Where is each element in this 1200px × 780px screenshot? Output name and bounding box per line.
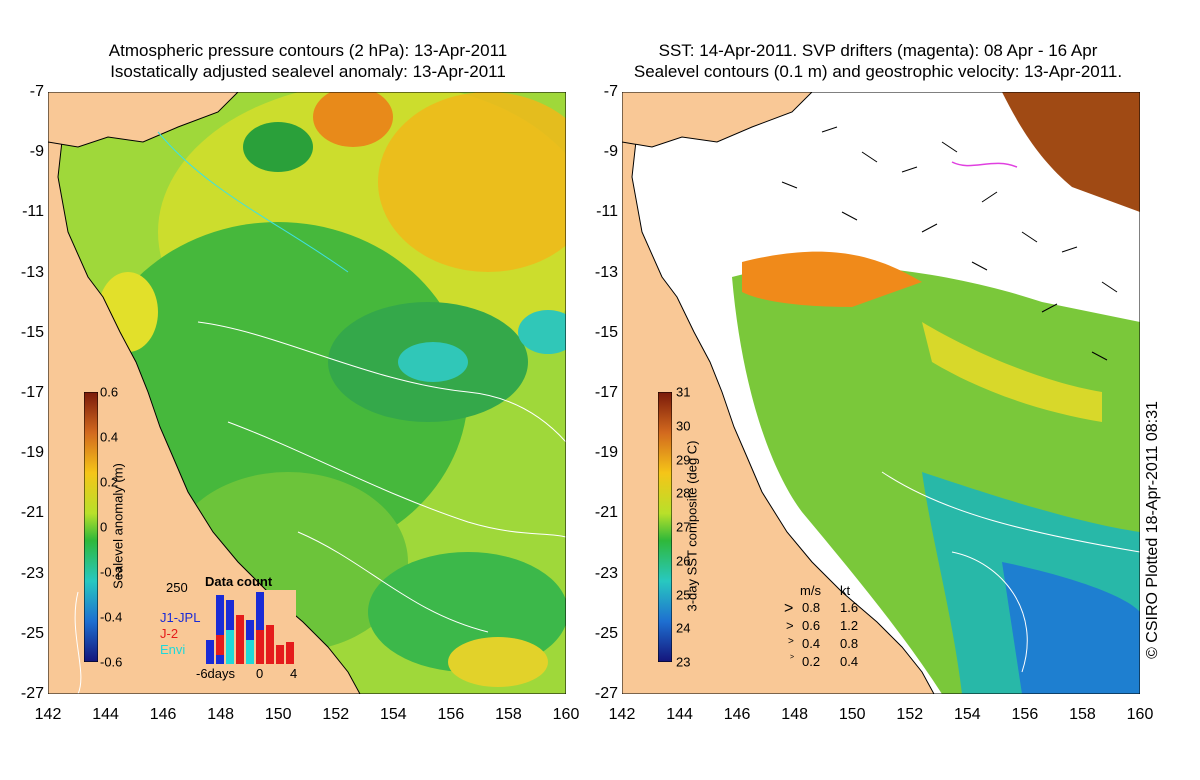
lon-tick-label: 144 — [666, 706, 693, 723]
left-land-australia — [48, 92, 361, 694]
data-count-xtick-2: 4 — [290, 666, 298, 681]
velocity-legend-arrow-icon: > — [790, 654, 795, 661]
lon-tick-label: 152 — [896, 706, 924, 723]
lon-tick-label: 160 — [1126, 706, 1154, 723]
velocity-legend-arrow-icon: > — [786, 618, 794, 633]
lat-tick-label: -19 — [20, 444, 44, 462]
right-colorbar — [658, 392, 672, 662]
lon-tick-label: 150 — [838, 706, 866, 723]
lon-tick-label: 148 — [207, 706, 235, 723]
lon-tick-label: 144 — [92, 706, 119, 723]
colorbar-tick-label: 29 — [676, 452, 691, 467]
lon-tick-label: 142 — [608, 706, 636, 723]
lon-tick-label: 142 — [34, 706, 62, 723]
left-title-line2: Isostatically adjusted sealevel anomaly:… — [110, 62, 506, 81]
lon-tick-label: 146 — [723, 706, 751, 723]
lon-tick-label: 156 — [1011, 706, 1039, 723]
colorbar-tick-label: -0.4 — [100, 609, 123, 625]
lat-tick-label: -15 — [594, 323, 618, 341]
lat-tick-label: -21 — [594, 504, 618, 522]
lat-tick-label: -21 — [20, 504, 44, 522]
velocity-legend-kt: 1.2 — [840, 618, 859, 633]
lon-tick-label: 154 — [379, 706, 407, 723]
velocity-legend-ms: 0.2 — [802, 654, 821, 669]
colorbar-tick-label: 27 — [676, 519, 691, 535]
lat-tick-label: -23 — [20, 564, 44, 582]
right-colorbar-label: 3-day SST composite (deg C) — [684, 440, 700, 612]
data-count-ymax: 250 — [166, 580, 188, 595]
lat-tick-label: -25 — [594, 624, 618, 642]
lon-tick-label: 156 — [437, 706, 465, 723]
colorbar-tick-label: 26 — [676, 553, 691, 569]
colorbar-tick-label: 28 — [676, 485, 691, 501]
lon-tick-label: 158 — [1069, 706, 1096, 723]
lon-tick-label: 154 — [953, 706, 981, 723]
colorbar-tick-label: 23 — [676, 654, 691, 670]
velocity-legend-arrow-icon: > — [784, 600, 794, 617]
lat-tick-label: -9 — [603, 143, 618, 161]
right-map — [622, 92, 1140, 694]
left-map — [48, 92, 566, 694]
colorbar-tick-label: 30 — [676, 418, 691, 434]
lat-tick-label: -19 — [594, 444, 618, 462]
left-land-new-guinea — [48, 92, 239, 148]
svp-drifter-track — [951, 161, 1018, 168]
colorbar-tick-label: 0.2 — [100, 474, 119, 490]
velocity-legend-kt-header: kt — [840, 583, 851, 598]
colorbar-tick-label: 0 — [100, 519, 108, 535]
lat-tick-label: -23 — [594, 564, 618, 582]
lat-tick-label: -7 — [603, 83, 618, 100]
lat-tick-label: -27 — [20, 685, 44, 702]
colorbar-tick-label: -0.2 — [100, 564, 123, 580]
velocity-legend-ms-header: m/s — [800, 583, 821, 598]
legend-j1-jpl: J1-JPL — [160, 610, 201, 625]
right-title-line2: Sealevel contours (0.1 m) and geostrophi… — [633, 62, 1123, 81]
legend-j2: J-2 — [160, 626, 179, 641]
colorbar-tick-label: 0.6 — [100, 384, 119, 400]
lat-tick-label: -17 — [594, 384, 618, 401]
lat-tick-label: -17 — [20, 384, 44, 401]
data-count-title: Data count — [205, 574, 273, 589]
lon-tick-label: 152 — [322, 706, 350, 723]
lat-tick-label: -7 — [29, 83, 44, 100]
lat-tick-label: -11 — [22, 203, 44, 221]
lon-tick-label: 146 — [149, 706, 177, 723]
colorbar-tick-label: 24 — [676, 620, 691, 636]
velocity-legend-arrow-icon: > — [788, 636, 794, 647]
data-count-xtick-1: 0 — [256, 666, 264, 681]
velocity-legend-kt: 1.6 — [840, 600, 859, 615]
velocity-legend-ms: 0.8 — [802, 600, 821, 615]
lat-tick-label: -13 — [594, 263, 618, 281]
left-title-line1: Atmospheric pressure contours (2 hPa): 1… — [108, 41, 508, 60]
lon-tick-label: 148 — [781, 706, 809, 723]
legend-envi: Envi — [160, 642, 186, 657]
lat-tick-label: -15 — [20, 323, 44, 341]
colorbar-tick-label: -0.6 — [100, 654, 123, 670]
velocity-legend-kt: 0.8 — [840, 636, 859, 651]
lat-tick-label: -13 — [20, 263, 44, 281]
data-count-bars — [204, 590, 296, 664]
colorbar-tick-label: 0.4 — [100, 429, 119, 445]
lat-tick-label: -11 — [596, 203, 618, 221]
lat-tick-label: -27 — [594, 685, 618, 702]
colorbar-tick-label: 31 — [676, 384, 691, 400]
velocity-arrows — [781, 126, 1118, 361]
velocity-legend-ms: 0.6 — [802, 618, 821, 633]
lon-tick-label: 158 — [495, 706, 522, 723]
velocity-legend-kt: 0.4 — [840, 654, 859, 669]
right-title-line1: SST: 14-Apr-2011. SVP drifters (magenta)… — [658, 41, 1098, 60]
data-count-xtick-0: -6days — [196, 666, 236, 681]
credit-text: © CSIRO Plotted 18-Apr-2011 08:31 — [1144, 401, 1161, 659]
lat-tick-label: -25 — [20, 624, 44, 642]
left-colorbar-label: Sealevel anomaly (m) — [110, 463, 126, 589]
lon-tick-label: 160 — [552, 706, 580, 723]
right-land-australia — [622, 92, 935, 694]
lat-tick-label: -9 — [29, 143, 44, 161]
lon-tick-label: 150 — [264, 706, 292, 723]
velocity-legend-ms: 0.4 — [802, 636, 821, 651]
right-land-new-guinea — [622, 92, 813, 148]
left-colorbar — [84, 392, 98, 662]
colorbar-tick-label: 25 — [676, 587, 691, 602]
